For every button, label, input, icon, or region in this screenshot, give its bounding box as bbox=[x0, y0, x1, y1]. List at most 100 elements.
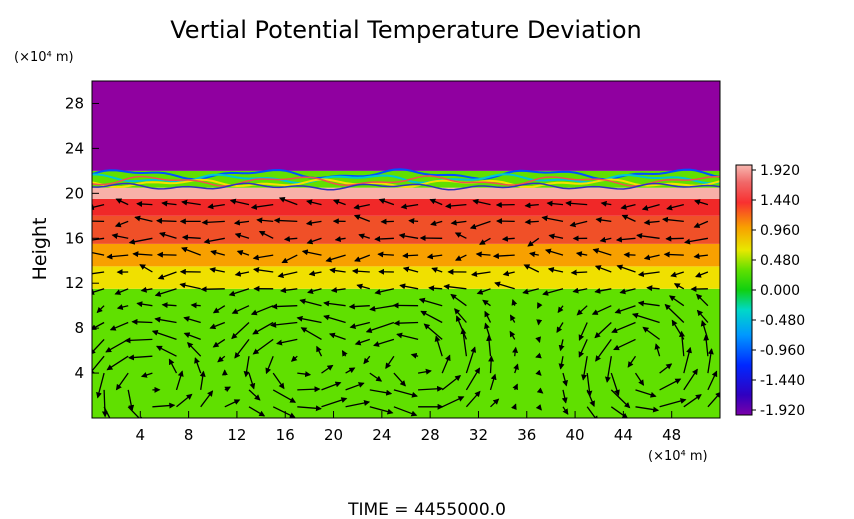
wind-vector bbox=[92, 338, 105, 355]
wind-vector bbox=[565, 200, 588, 207]
wind-vector bbox=[256, 217, 274, 224]
wind-vector bbox=[306, 237, 322, 245]
wind-vector bbox=[641, 203, 660, 211]
wind-vector bbox=[511, 403, 517, 411]
wind-vector bbox=[224, 399, 241, 408]
wind-vector bbox=[369, 372, 383, 382]
wind-vector bbox=[128, 354, 153, 361]
wind-vector bbox=[535, 404, 542, 411]
wind-vector bbox=[332, 199, 346, 206]
wind-vector bbox=[168, 358, 178, 374]
wind-vector bbox=[399, 283, 419, 290]
wind-vector bbox=[572, 287, 588, 294]
wind-vector bbox=[92, 271, 105, 275]
wind-vector bbox=[441, 374, 462, 391]
wind-vector bbox=[92, 355, 105, 376]
wind-vector bbox=[475, 251, 491, 258]
wind-vector bbox=[637, 271, 660, 278]
wind-vector bbox=[527, 237, 540, 247]
wind-vector bbox=[328, 332, 346, 341]
wind-vector bbox=[128, 237, 153, 245]
wind-vector bbox=[209, 267, 225, 273]
x-tick-label: 4 bbox=[136, 426, 146, 444]
wind-vector bbox=[96, 305, 105, 314]
wind-vector bbox=[154, 288, 177, 297]
wind-vector bbox=[445, 202, 467, 209]
wind-vector bbox=[469, 220, 491, 230]
wind-vector bbox=[455, 254, 467, 261]
wind-vector bbox=[115, 372, 129, 391]
wind-vector bbox=[423, 323, 443, 340]
wind-vector bbox=[348, 303, 370, 310]
wind-vector bbox=[434, 335, 443, 357]
wind-vector bbox=[586, 373, 593, 397]
wind-vector bbox=[127, 389, 135, 412]
wind-vector bbox=[316, 345, 323, 357]
wind-vector bbox=[486, 334, 493, 357]
wind-vector bbox=[578, 322, 588, 341]
wind-vector bbox=[354, 338, 371, 346]
wind-vector bbox=[353, 203, 370, 210]
wind-vector bbox=[610, 372, 620, 396]
wind-vector bbox=[250, 203, 274, 210]
wind-vector bbox=[325, 254, 346, 263]
wind-vector bbox=[523, 264, 540, 273]
wind-vector bbox=[131, 318, 153, 325]
wind-vector bbox=[290, 355, 298, 362]
wind-vector bbox=[277, 271, 298, 279]
wind-vector bbox=[273, 217, 298, 224]
wind-vector bbox=[454, 308, 467, 323]
wind-vector bbox=[115, 198, 129, 206]
wind-vector bbox=[465, 346, 477, 374]
wind-vector bbox=[420, 310, 443, 324]
wind-vector bbox=[670, 271, 684, 278]
y-axis-label: Height bbox=[29, 218, 51, 281]
wind-vector bbox=[271, 303, 298, 310]
wind-vector bbox=[152, 402, 176, 409]
wind-vector bbox=[536, 387, 544, 394]
wind-vector bbox=[210, 249, 225, 256]
wind-vector bbox=[265, 355, 274, 375]
wind-vector bbox=[396, 332, 419, 341]
wind-vector bbox=[707, 370, 718, 391]
wind-vector bbox=[179, 282, 201, 290]
wind-vector bbox=[673, 283, 685, 290]
wind-vector bbox=[400, 203, 419, 210]
wind-vector bbox=[351, 268, 370, 275]
wind-vector bbox=[253, 267, 274, 273]
wind-vector bbox=[465, 390, 481, 408]
colorbar-tick-label: -1.920 bbox=[760, 403, 805, 419]
wind-vector bbox=[454, 232, 467, 239]
wind-vector bbox=[393, 320, 419, 327]
colorbar-ticks: 1.920 1.440 0.960 0.480 0.000 -0.480 -0.960 -1.… bbox=[752, 163, 805, 419]
y-tick-label: 20 bbox=[65, 184, 84, 202]
wind-vector bbox=[132, 251, 153, 258]
wind-vector bbox=[374, 235, 394, 242]
wind-vector bbox=[683, 368, 698, 391]
x-tick-label: 16 bbox=[276, 426, 295, 444]
wind-vector bbox=[522, 288, 539, 295]
wind-vector bbox=[349, 321, 370, 330]
x-tick-label: 20 bbox=[324, 426, 343, 444]
wind-vector bbox=[541, 215, 564, 223]
wind-vector bbox=[558, 356, 565, 370]
contour-band-3 bbox=[92, 175, 720, 187]
wind-vector bbox=[431, 267, 443, 273]
wind-vector bbox=[250, 305, 274, 316]
wind-vector bbox=[707, 391, 720, 408]
x-tick-label: 32 bbox=[469, 426, 488, 444]
wind-vector bbox=[92, 288, 105, 295]
wind-vector bbox=[385, 355, 395, 370]
wind-vector bbox=[426, 253, 443, 260]
wind-vector bbox=[393, 372, 406, 387]
layer-3 bbox=[92, 215, 720, 244]
wind-vector bbox=[157, 271, 177, 280]
chart-title: Vertial Potential Temperature Deviation bbox=[170, 16, 642, 44]
y-axis: 4 8 12 16 20 24 28 bbox=[65, 94, 99, 382]
colorbar-tick-label: -0.960 bbox=[760, 343, 805, 359]
wind-vector bbox=[393, 406, 418, 417]
wind-vector bbox=[482, 299, 491, 307]
wind-vector bbox=[509, 314, 516, 323]
wind-vector bbox=[194, 357, 202, 374]
